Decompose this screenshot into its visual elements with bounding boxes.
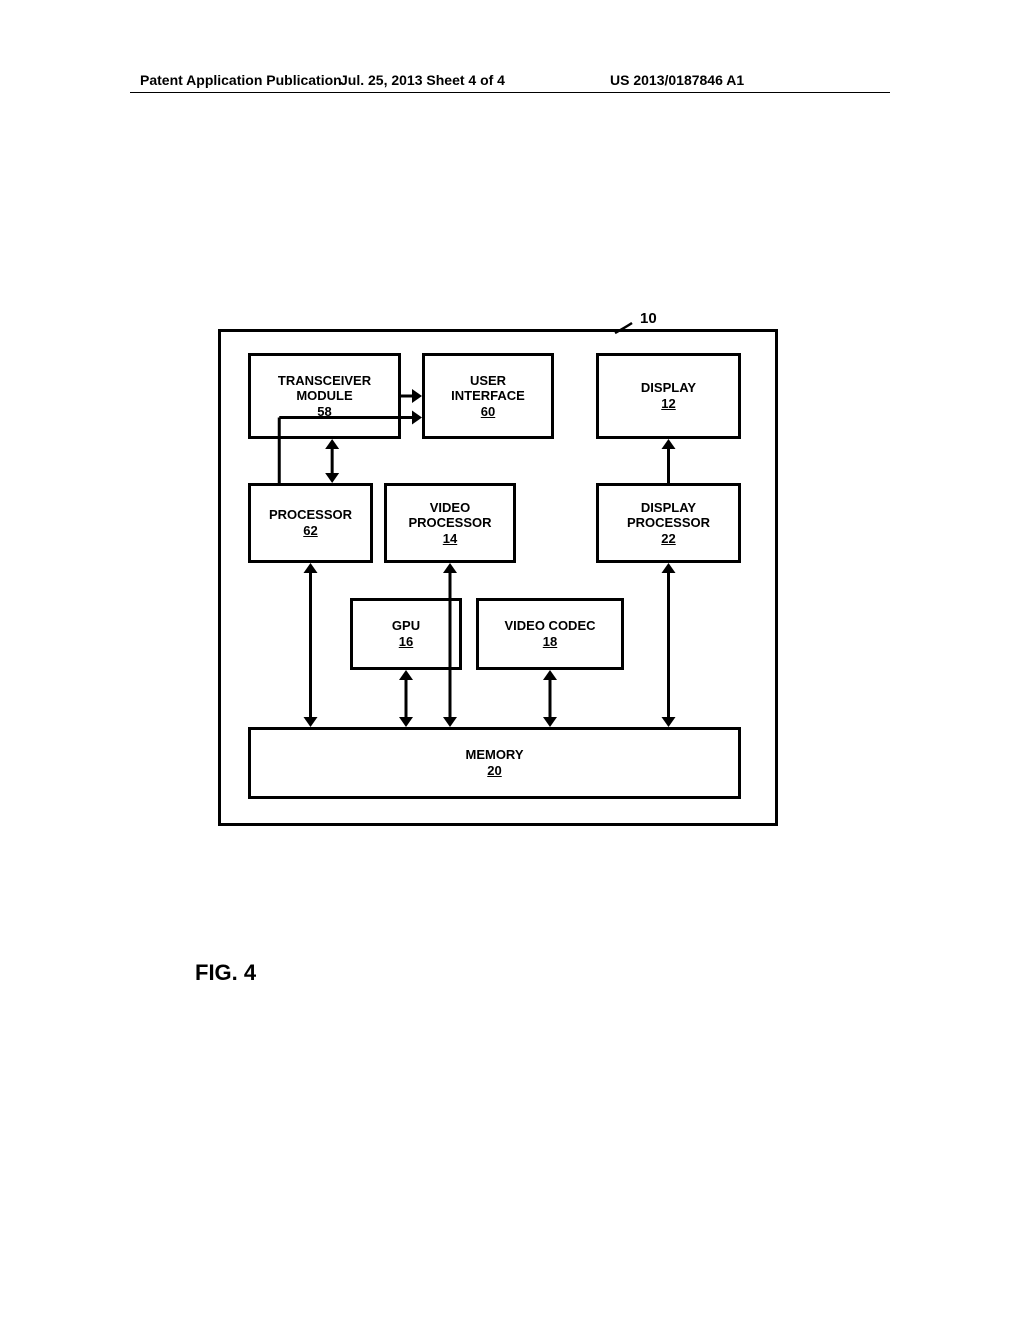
block-label: PROCESSOR	[627, 515, 710, 531]
device-ref-number: 10	[640, 310, 657, 327]
page: Patent Application Publication Jul. 25, …	[0, 0, 1024, 1320]
block-label: PROCESSOR	[408, 515, 491, 531]
block-display: DISPLAY 12	[596, 353, 741, 439]
block-refnum: 22	[661, 531, 675, 547]
block-refnum: 58	[317, 404, 331, 420]
block-transceiver-module: TRANSCEIVER MODULE 58	[248, 353, 401, 439]
block-refnum: 18	[543, 634, 557, 650]
block-refnum: 62	[303, 523, 317, 539]
block-refnum: 60	[481, 404, 495, 420]
block-refnum: 20	[487, 763, 501, 779]
block-refnum: 12	[661, 396, 675, 412]
block-label: DISPLAY	[641, 380, 696, 396]
block-refnum: 14	[443, 531, 457, 547]
block-label: MODULE	[296, 388, 352, 404]
block-user-interface: USER INTERFACE 60	[422, 353, 554, 439]
block-label: DISPLAY	[641, 500, 696, 516]
block-display-processor: DISPLAY PROCESSOR 22	[596, 483, 741, 563]
block-label: PROCESSOR	[269, 507, 352, 523]
block-video-codec: VIDEO CODEC 18	[476, 598, 624, 670]
block-processor: PROCESSOR 62	[248, 483, 373, 563]
block-label: VIDEO	[430, 500, 470, 516]
header-left: Patent Application Publication	[140, 72, 342, 88]
block-label: INTERFACE	[451, 388, 525, 404]
block-gpu: GPU 16	[350, 598, 462, 670]
block-video-processor: VIDEO PROCESSOR 14	[384, 483, 516, 563]
header-mid: Jul. 25, 2013 Sheet 4 of 4	[340, 72, 505, 88]
block-memory: MEMORY 20	[248, 727, 741, 799]
block-label: USER	[470, 373, 506, 389]
block-label: MEMORY	[465, 747, 523, 763]
block-label: GPU	[392, 618, 420, 634]
figure-caption: FIG. 4	[195, 960, 256, 986]
block-label: TRANSCEIVER	[278, 373, 371, 389]
header-rule	[130, 92, 890, 93]
header-right: US 2013/0187846 A1	[610, 72, 744, 88]
block-label: VIDEO CODEC	[504, 618, 595, 634]
block-refnum: 16	[399, 634, 413, 650]
